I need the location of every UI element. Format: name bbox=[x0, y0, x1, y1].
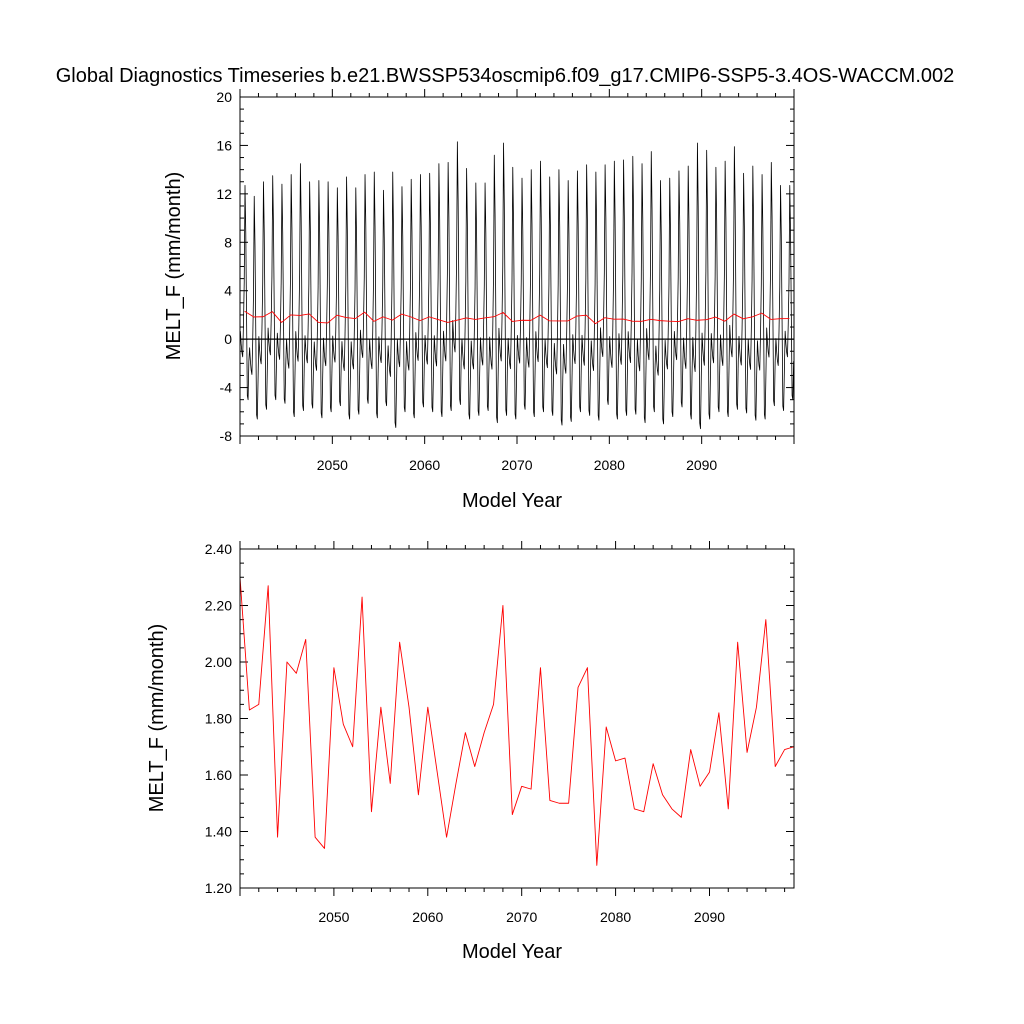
p0-annual-series bbox=[244, 310, 790, 325]
p1-x-tick-labels: 2050 2060 2070 2080 2090 bbox=[318, 909, 725, 925]
x-tick-label: 2070 bbox=[501, 457, 532, 473]
series-line-annual-mean bbox=[239, 577, 795, 866]
p0-plot-frame bbox=[239, 96, 795, 437]
figure-title: Global Diagnostics Timeseries b.e21.BWSS… bbox=[56, 65, 955, 87]
p0-x-axis-label: Model Year bbox=[462, 490, 562, 512]
x-tick-label: 2060 bbox=[412, 909, 443, 925]
y-tick-label: -4 bbox=[220, 380, 233, 396]
y-tick-label: 1.80 bbox=[205, 711, 232, 727]
y-tick-label: 1.60 bbox=[205, 767, 232, 783]
p1-y-axis-label: MELT_F (mm/month) bbox=[146, 624, 168, 813]
p1-annual-series bbox=[239, 577, 795, 866]
x-tick-label: 2070 bbox=[506, 909, 537, 925]
y-tick-label: 12 bbox=[216, 186, 232, 202]
series-line-monthly bbox=[239, 141, 795, 430]
y-tick-label: 2.40 bbox=[205, 541, 232, 557]
x-tick-label: 2050 bbox=[317, 457, 348, 473]
x-tick-label: 2090 bbox=[686, 457, 717, 473]
y-tick-label: 2.20 bbox=[205, 598, 232, 614]
y-tick-label: 1.20 bbox=[205, 880, 232, 896]
y-tick-label: 16 bbox=[216, 137, 232, 153]
p0-monthly-series bbox=[239, 141, 795, 430]
y-tick-label: 0 bbox=[224, 331, 232, 347]
x-tick-label: 2080 bbox=[600, 909, 631, 925]
x-tick-label: 2090 bbox=[694, 909, 725, 925]
panel-monthly-timeseries: -8 -4 0 4 8 12 16 20 2050 2060 2070 2080 2090 Model… bbox=[163, 89, 795, 512]
p1-plot-frame bbox=[239, 548, 795, 889]
y-tick-label: 8 bbox=[224, 234, 232, 250]
p1-tick-marks bbox=[239, 541, 794, 896]
y-tick-label: 4 bbox=[224, 283, 232, 299]
y-tick-label: 1.40 bbox=[205, 824, 232, 840]
x-tick-label: 2060 bbox=[409, 457, 440, 473]
panel-annual-mean: 1.20 1.40 1.60 1.80 2.00 2.20 2.40 2050 2060 207… bbox=[146, 541, 795, 963]
y-tick-label: 20 bbox=[216, 89, 232, 105]
y-tick-label: 2.00 bbox=[205, 654, 232, 670]
p0-y-tick-labels: -8 -4 0 4 8 12 16 20 bbox=[216, 89, 232, 444]
p1-y-tick-labels: 1.20 1.40 1.60 1.80 2.00 2.20 2.40 bbox=[205, 541, 232, 896]
x-tick-label: 2080 bbox=[594, 457, 625, 473]
p0-tick-marks bbox=[239, 89, 795, 444]
p0-y-axis-label: MELT_F (mm/month) bbox=[163, 172, 185, 361]
p1-x-axis-label: Model Year bbox=[462, 941, 562, 963]
series-line-annual-mean bbox=[244, 310, 790, 325]
y-tick-label: -8 bbox=[220, 428, 233, 444]
p0-x-tick-labels: 2050 2060 2070 2080 2090 bbox=[317, 457, 718, 473]
x-tick-label: 2050 bbox=[318, 909, 349, 925]
